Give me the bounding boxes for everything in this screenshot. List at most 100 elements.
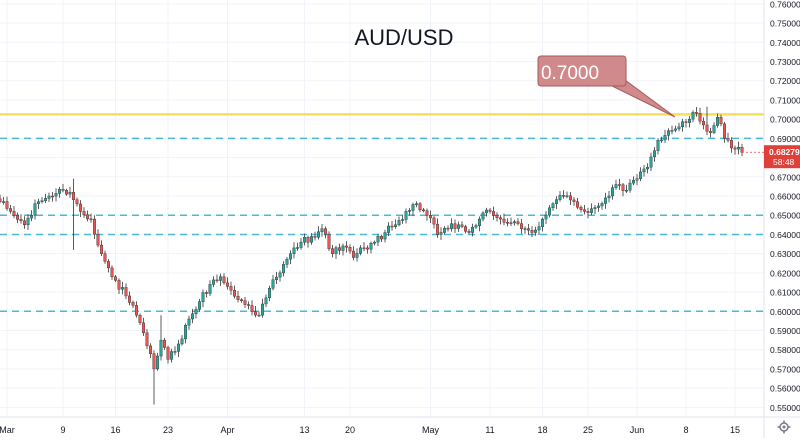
candle-body[interactable] bbox=[40, 200, 44, 202]
candle-body[interactable] bbox=[218, 276, 222, 281]
candle-body[interactable] bbox=[656, 140, 660, 151]
candle-body[interactable] bbox=[597, 205, 601, 208]
candle-body[interactable] bbox=[639, 171, 643, 179]
candle-body[interactable] bbox=[208, 284, 212, 294]
candle-body[interactable] bbox=[299, 241, 303, 248]
candle-body[interactable] bbox=[394, 224, 398, 227]
candle-body[interactable] bbox=[176, 343, 180, 352]
candle-body[interactable] bbox=[499, 217, 503, 220]
candle-body[interactable] bbox=[2, 201, 5, 203]
candle-body[interactable] bbox=[674, 128, 678, 131]
candle-body[interactable] bbox=[0, 198, 2, 202]
candle-body[interactable] bbox=[397, 220, 401, 226]
candle-body[interactable] bbox=[71, 191, 75, 200]
candle-body[interactable] bbox=[709, 131, 713, 133]
candle-body[interactable] bbox=[681, 121, 685, 128]
candle-body[interactable] bbox=[26, 217, 30, 226]
candle-body[interactable] bbox=[250, 305, 254, 312]
candle-body[interactable] bbox=[604, 197, 608, 204]
candle-body[interactable] bbox=[551, 203, 555, 209]
candle-body[interactable] bbox=[646, 166, 650, 170]
candle-body[interactable] bbox=[436, 223, 440, 235]
candle-body[interactable] bbox=[541, 218, 545, 227]
candle-body[interactable] bbox=[271, 279, 275, 289]
candle-body[interactable] bbox=[96, 234, 100, 246]
candle-body[interactable] bbox=[253, 311, 257, 316]
candle-body[interactable] bbox=[187, 318, 191, 326]
candle-body[interactable] bbox=[653, 150, 657, 158]
candle-body[interactable] bbox=[232, 290, 236, 297]
candle-body[interactable] bbox=[124, 287, 128, 297]
candle-body[interactable] bbox=[296, 247, 300, 249]
candle-body[interactable] bbox=[12, 211, 16, 216]
candle-body[interactable] bbox=[82, 211, 86, 215]
candle-body[interactable] bbox=[663, 135, 667, 141]
candle-body[interactable] bbox=[201, 292, 205, 302]
candle-body[interactable] bbox=[345, 245, 349, 248]
candle-body[interactable] bbox=[586, 211, 590, 213]
candle-body[interactable] bbox=[89, 218, 93, 221]
candle-body[interactable] bbox=[106, 261, 110, 269]
candle-body[interactable] bbox=[194, 309, 198, 315]
candle-body[interactable] bbox=[632, 179, 636, 184]
candle-body[interactable] bbox=[527, 228, 531, 231]
candle-body[interactable] bbox=[37, 201, 41, 204]
candle-body[interactable] bbox=[555, 199, 559, 204]
candle-body[interactable] bbox=[68, 191, 72, 195]
price-callout[interactable]: 0.7000 bbox=[537, 55, 676, 118]
candle-body[interactable] bbox=[148, 345, 152, 354]
candle-body[interactable] bbox=[380, 236, 384, 240]
candle-body[interactable] bbox=[614, 184, 618, 188]
candle-body[interactable] bbox=[92, 218, 96, 235]
candle-body[interactable] bbox=[264, 297, 268, 305]
candle-body[interactable] bbox=[303, 237, 307, 243]
candle-body[interactable] bbox=[155, 355, 159, 370]
candle-body[interactable] bbox=[215, 279, 219, 282]
candle-body[interactable] bbox=[733, 147, 737, 150]
candle-body[interactable] bbox=[450, 223, 454, 229]
candle-body[interactable] bbox=[134, 305, 138, 316]
candle-body[interactable] bbox=[509, 222, 513, 224]
candle-body[interactable] bbox=[495, 215, 499, 218]
candle-body[interactable] bbox=[625, 190, 629, 192]
candle-body[interactable] bbox=[576, 201, 580, 208]
candle-body[interactable] bbox=[534, 229, 538, 233]
candle-body[interactable] bbox=[183, 325, 187, 340]
candle-body[interactable] bbox=[313, 236, 317, 238]
candle-body[interactable] bbox=[698, 113, 702, 122]
candle-body[interactable] bbox=[180, 338, 184, 345]
candle-body[interactable] bbox=[30, 215, 34, 219]
candle-body[interactable] bbox=[222, 276, 226, 284]
candle-body[interactable] bbox=[376, 236, 380, 243]
candle-body[interactable] bbox=[33, 203, 37, 216]
candle-body[interactable] bbox=[667, 130, 671, 136]
candle-body[interactable] bbox=[58, 189, 62, 194]
candle-body[interactable] bbox=[275, 276, 279, 280]
candle-body[interactable] bbox=[383, 232, 387, 240]
candle-body[interactable] bbox=[85, 214, 89, 220]
candle-body[interactable] bbox=[544, 214, 548, 220]
candle-body[interactable] bbox=[415, 203, 419, 205]
candle-body[interactable] bbox=[695, 112, 699, 114]
candle-body[interactable] bbox=[331, 248, 335, 254]
candle-body[interactable] bbox=[579, 207, 583, 210]
candle-body[interactable] bbox=[61, 189, 65, 191]
candle-body[interactable] bbox=[173, 351, 177, 353]
candle-body[interactable] bbox=[635, 178, 639, 181]
candle-body[interactable] bbox=[103, 253, 107, 262]
candle-body[interactable] bbox=[99, 244, 103, 254]
candle-body[interactable] bbox=[362, 247, 366, 250]
candle-body[interactable] bbox=[453, 223, 457, 229]
candle-body[interactable] bbox=[443, 227, 447, 233]
candle-body[interactable] bbox=[334, 247, 338, 254]
candle-body[interactable] bbox=[558, 195, 562, 200]
candle-body[interactable] bbox=[488, 209, 492, 212]
candle-body[interactable] bbox=[523, 228, 527, 230]
candle-body[interactable] bbox=[611, 187, 615, 197]
price-axis[interactable]: 0.55000 0.56000 0.57000 0.58000 0.59000 0.600… bbox=[770, 0, 800, 413]
candle-body[interactable] bbox=[548, 207, 552, 216]
candle-body[interactable] bbox=[516, 221, 520, 224]
candle-body[interactable] bbox=[537, 226, 541, 231]
candle-body[interactable] bbox=[352, 250, 356, 258]
candle-body[interactable] bbox=[583, 209, 587, 212]
